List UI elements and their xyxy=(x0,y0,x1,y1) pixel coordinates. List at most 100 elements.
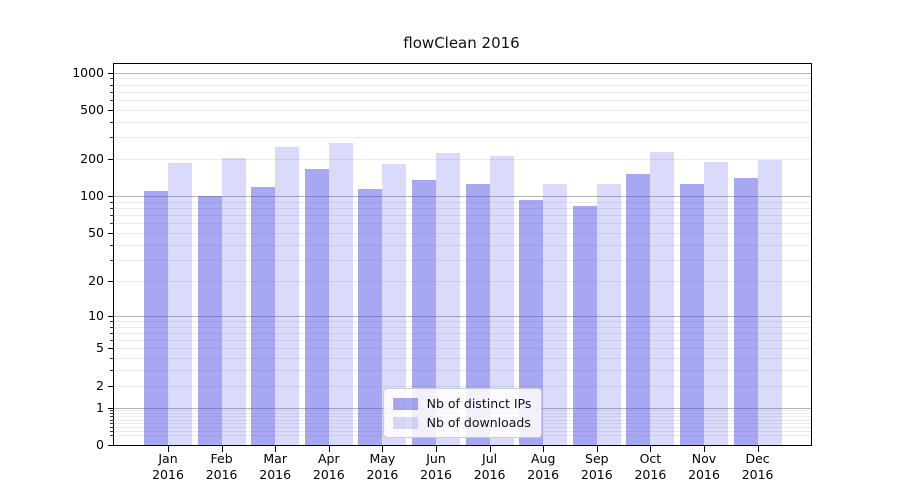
y-tick-label: 1000 xyxy=(72,64,104,80)
gridline-minor xyxy=(114,159,811,161)
y-tick-label: 1 xyxy=(96,399,104,415)
legend-label-distinct-ips: Nb of distinct IPs xyxy=(426,396,532,411)
y-minor-tick xyxy=(110,416,114,418)
gridline-minor xyxy=(114,78,811,80)
x-tick xyxy=(168,446,169,452)
x-tick-label: Jul 2016 xyxy=(473,451,506,482)
bar-distinct-ips xyxy=(304,169,329,445)
y-tick-label: 0 xyxy=(96,437,104,452)
gridline-minor xyxy=(114,233,811,235)
y-tick-label: 500 xyxy=(80,101,104,117)
gridline-minor xyxy=(114,100,811,102)
legend: Nb of distinct IPs Nb of downloads xyxy=(382,388,543,438)
gridline-minor xyxy=(114,215,811,217)
y-tick xyxy=(108,348,114,350)
x-tick-label: Jan 2016 xyxy=(152,451,184,482)
gridline-major xyxy=(114,196,811,198)
y-tick xyxy=(108,280,114,282)
gridline-minor xyxy=(114,201,811,203)
gridline-minor xyxy=(114,358,811,360)
y-tick xyxy=(108,109,114,111)
x-tick xyxy=(650,446,652,452)
y-tick xyxy=(108,196,114,198)
x-tick xyxy=(328,446,330,452)
y-minor-tick xyxy=(110,435,114,437)
y-tick-label: 200 xyxy=(80,151,104,167)
y-tick xyxy=(108,445,114,446)
y-minor-tick xyxy=(110,215,114,217)
x-tick xyxy=(757,446,759,452)
bar-downloads xyxy=(650,152,675,445)
gridline-minor xyxy=(114,370,811,372)
x-tick-label: Oct 2016 xyxy=(634,451,667,482)
y-minor-tick xyxy=(110,137,114,139)
bar-distinct-ips xyxy=(572,205,597,445)
y-minor-tick xyxy=(110,410,114,412)
y-minor-tick xyxy=(110,419,114,421)
x-tick-label: Aug 2016 xyxy=(527,451,560,482)
x-tick-label: Sep 2016 xyxy=(580,451,613,482)
x-tick xyxy=(436,446,437,452)
x-tick-label: May 2016 xyxy=(366,451,399,482)
bar-downloads xyxy=(168,163,192,445)
y-minor-tick xyxy=(110,121,114,123)
y-tick-label: 5 xyxy=(96,340,104,356)
plot-area: Nb of distinct IPs Nb of downloads 0 1 2 5 1… xyxy=(72,63,812,482)
bar-downloads xyxy=(221,157,246,445)
gridline-minor xyxy=(114,208,811,210)
gridline-minor xyxy=(114,244,811,246)
gridline-minor xyxy=(114,137,811,139)
y-tick xyxy=(108,72,114,74)
x-tick-label: Apr 2016 xyxy=(312,451,345,482)
x-tick-label: Nov 2016 xyxy=(688,451,720,482)
gridline-minor xyxy=(114,259,811,261)
x-tick-label: Feb 2016 xyxy=(205,451,238,482)
x-tick-label: Dec 2016 xyxy=(741,451,774,482)
x-tick xyxy=(543,446,545,452)
x-tick xyxy=(489,446,491,452)
y-minor-tick xyxy=(110,244,114,246)
chart-title: flowClean 2016 xyxy=(403,34,520,52)
y-minor-tick xyxy=(110,84,114,86)
bar-distinct-ips xyxy=(144,190,168,445)
bar-distinct-ips xyxy=(626,174,651,445)
bar-distinct-ips xyxy=(680,183,704,445)
bar-downloads xyxy=(757,159,782,445)
gridline-minor xyxy=(114,332,811,334)
x-tick xyxy=(382,446,384,452)
y-minor-tick xyxy=(110,223,114,225)
bar-distinct-ips xyxy=(733,177,758,445)
x-tick xyxy=(275,446,277,452)
gridline-minor xyxy=(114,91,811,93)
y-minor-tick xyxy=(110,201,114,203)
bar-distinct-ips xyxy=(358,188,383,445)
bar-downloads xyxy=(275,147,300,445)
y-minor-tick xyxy=(110,100,114,102)
y-minor-tick xyxy=(110,413,114,415)
x-tick xyxy=(596,446,598,452)
x-tick xyxy=(221,446,223,452)
bar-distinct-ips xyxy=(197,195,222,445)
y-tick xyxy=(108,233,114,235)
legend-swatch-distinct-ips xyxy=(392,397,418,410)
y-tick-label: 20 xyxy=(88,272,104,288)
gridline-major xyxy=(114,315,811,317)
x-tick-label: Jun 2016 xyxy=(420,451,452,482)
y-tick xyxy=(108,407,114,409)
gridline-minor xyxy=(114,340,811,342)
x-tick-label: Mar 2016 xyxy=(259,451,292,482)
gridline-minor xyxy=(114,385,811,387)
y-minor-tick xyxy=(110,326,114,328)
y-tick xyxy=(108,159,114,161)
gridline-major xyxy=(114,72,811,74)
bar-downloads xyxy=(596,184,621,445)
y-minor-tick xyxy=(110,259,114,261)
y-tick-label: 50 xyxy=(88,225,104,241)
gridline-minor xyxy=(114,320,811,322)
y-tick xyxy=(108,315,114,317)
bar-downloads xyxy=(704,162,728,445)
y-minor-tick xyxy=(110,430,114,432)
y-tick-label: 10 xyxy=(88,307,104,323)
gridline-minor xyxy=(114,348,811,350)
